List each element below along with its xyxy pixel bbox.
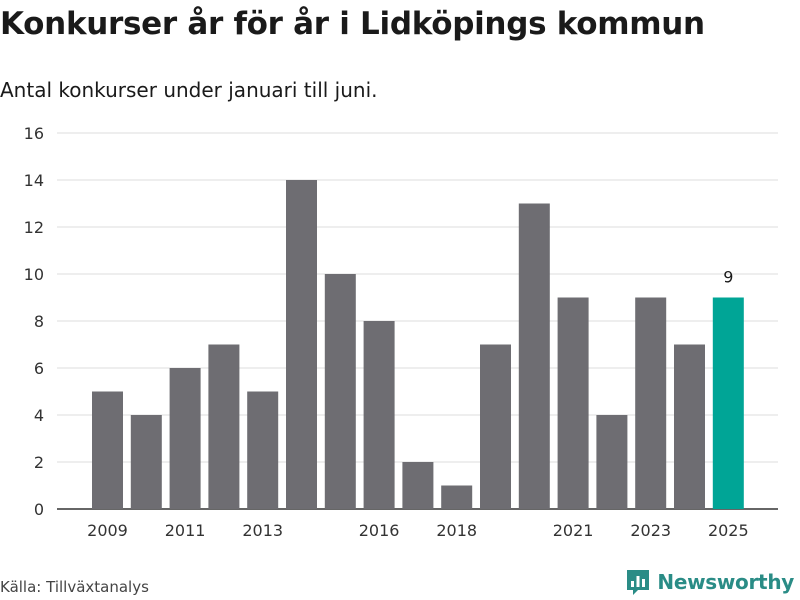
- chart-title: Konkurser år för år i Lidköpings kommun: [0, 6, 705, 42]
- x-tick-label: 2023: [630, 521, 671, 540]
- y-tick-label: 4: [34, 406, 44, 425]
- bar-2023: [635, 297, 667, 509]
- bar-2021: [557, 297, 589, 509]
- bar-2025: [712, 297, 744, 509]
- bar-2016: [363, 321, 395, 509]
- x-tick-label: 2021: [553, 521, 594, 540]
- brand-name: Newsworthy: [657, 570, 794, 594]
- x-tick-label: 2016: [359, 521, 400, 540]
- bar-2017: [402, 462, 434, 509]
- x-tick-label: 2009: [87, 521, 128, 540]
- bar-2009: [92, 391, 123, 509]
- x-tick-label: 2013: [242, 521, 283, 540]
- data-label: 9: [723, 268, 733, 287]
- y-tick-label: 14: [24, 171, 44, 190]
- bar-2024: [674, 344, 705, 509]
- y-tick-label: 10: [24, 265, 44, 284]
- y-tick-label: 12: [24, 218, 44, 237]
- bar-2020: [518, 203, 550, 509]
- chart-subtitle: Antal konkurser under januari till juni.: [0, 78, 378, 102]
- bar-2019: [480, 344, 511, 509]
- source-note: Källa: Tillväxtanalys: [0, 578, 149, 596]
- gridlines: [57, 132, 778, 510]
- bar-2015: [324, 274, 356, 509]
- bar-2012: [208, 344, 240, 509]
- x-tick-label: 2018: [436, 521, 477, 540]
- bar-2013: [247, 391, 279, 509]
- x-axis-ticks: 2009 2011 2013 2016 2018 2021 2023 2025: [87, 521, 749, 540]
- y-axis-ticks: 0 2 4 6 8 10 12 14 16: [24, 124, 44, 519]
- x-tick-label: 2011: [165, 521, 206, 540]
- y-tick-label: 6: [34, 359, 44, 378]
- newsworthy-logo-icon: [627, 570, 650, 595]
- bar-2018: [441, 485, 473, 509]
- brand-logo[interactable]: Newsworthy: [625, 568, 794, 596]
- x-tick-label: 2025: [708, 521, 749, 540]
- bar-2014: [286, 180, 317, 509]
- bars: [92, 180, 744, 509]
- y-tick-label: 16: [24, 124, 44, 143]
- data-labels: 9: [723, 268, 733, 287]
- y-tick-label: 2: [34, 453, 44, 472]
- bar-2010: [130, 415, 162, 509]
- y-tick-label: 8: [34, 312, 44, 331]
- bar-2022: [596, 415, 628, 509]
- y-tick-label: 0: [34, 500, 44, 519]
- bar-2011: [169, 368, 201, 509]
